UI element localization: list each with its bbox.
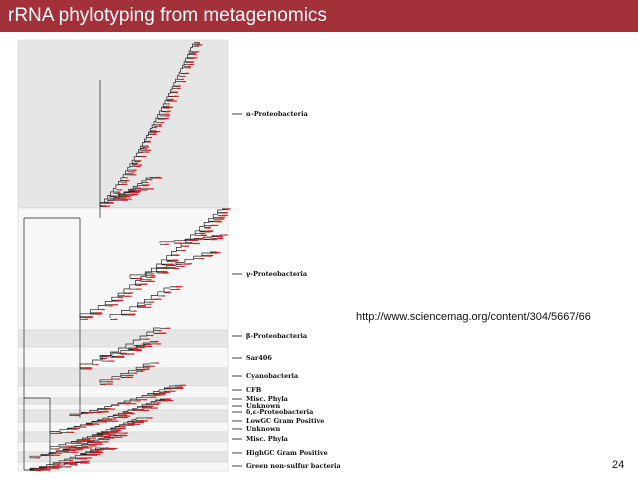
clade-label: Misc. Phyla	[246, 435, 289, 443]
tree-branch	[79, 327, 160, 368]
clade-band	[17, 403, 229, 411]
clade-band	[17, 207, 229, 331]
tree-branch	[69, 385, 175, 416]
clade-band	[17, 441, 229, 453]
phylogenetic-tree-figure: α-Proteobacteria γ-Proteobacteria β-Proteo…	[10, 38, 340, 474]
clade-label: Misc. Phyla	[246, 395, 289, 403]
phylogenetic-tree: α-Proteobacteria γ-Proteobacteria β-Proteo…	[17, 39, 340, 472]
clade-label: CFB	[246, 386, 262, 394]
slide-header: rRNA phylotyping from metagenomics	[0, 0, 638, 32]
clade-label: LowGC Gram Positive	[246, 417, 324, 425]
clade-label: Sar406	[246, 354, 272, 362]
slide-number: 24	[612, 459, 625, 471]
tree-branch	[49, 399, 160, 433]
clade-band	[17, 329, 229, 348]
clade-label: Unknown	[246, 425, 281, 433]
clade-band	[17, 461, 229, 472]
clade-label: δ,ε-Proteobacteria	[246, 408, 314, 416]
tree-branch	[109, 287, 170, 318]
tree-branch	[109, 187, 140, 198]
source-url[interactable]: http://www.sciencemag.org/content/304/56…	[356, 311, 591, 323]
slide-title: rRNA phylotyping from metagenomics	[8, 5, 327, 26]
clade-label: Cyanobacteria	[246, 372, 299, 380]
clade-label: Unknown	[246, 402, 281, 410]
clade-label: HighGC Gram Positive	[246, 449, 328, 457]
clade-label: α-Proteobacteria	[246, 110, 309, 118]
clade-label: β-Proteobacteria	[246, 332, 308, 340]
tree-branch	[129, 252, 210, 278]
clade-band	[17, 39, 229, 209]
clade-band	[17, 385, 229, 399]
tree-backbone	[23, 80, 101, 470]
tree-branch	[99, 363, 150, 383]
clade-label: Green non-sulfur bacteria	[246, 462, 340, 470]
clade-band	[17, 431, 229, 443]
clade-label: γ-Proteobacteria	[246, 270, 308, 278]
